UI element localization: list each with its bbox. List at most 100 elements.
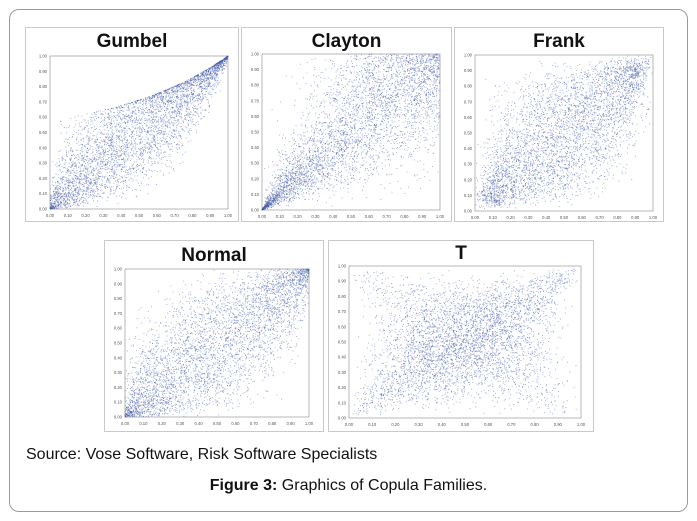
- data-point: [140, 127, 142, 129]
- data-point: [275, 202, 277, 204]
- data-point: [292, 137, 293, 139]
- data-point: [185, 106, 187, 108]
- data-point: [147, 130, 149, 131]
- data-point: [186, 95, 188, 97]
- data-point: [99, 196, 101, 198]
- data-point: [141, 109, 143, 111]
- data-point: [90, 158, 92, 160]
- data-point: [209, 105, 210, 107]
- data-point: [113, 148, 115, 150]
- data-point: [111, 135, 113, 137]
- data-point: [79, 189, 81, 191]
- data-point: [197, 99, 199, 101]
- data-point: [215, 84, 217, 86]
- data-point: [54, 198, 56, 200]
- data-point: [186, 81, 188, 82]
- data-point: [138, 102, 140, 104]
- data-point: [105, 150, 107, 152]
- data-point: [67, 186, 68, 188]
- data-point: [166, 141, 168, 143]
- data-point: [144, 109, 145, 111]
- data-point: [94, 170, 95, 172]
- data-point: [140, 119, 141, 121]
- data-point: [138, 139, 140, 140]
- data-point: [218, 62, 220, 64]
- data-point: [171, 89, 173, 91]
- data-point: [163, 119, 165, 121]
- data-point: [77, 115, 79, 117]
- data-point: [281, 201, 282, 202]
- data-point: [172, 86, 174, 88]
- data-point: [129, 129, 131, 131]
- data-point: [184, 93, 186, 95]
- data-point: [87, 132, 89, 134]
- data-point: [84, 126, 86, 128]
- data-point: [113, 176, 115, 178]
- data-point: [188, 113, 190, 115]
- data-point: [85, 159, 87, 161]
- data-point: [143, 162, 145, 163]
- data-point: [416, 100, 418, 102]
- data-point: [133, 101, 135, 103]
- data-point: [116, 111, 118, 113]
- data-point: [148, 110, 150, 112]
- data-point: [109, 174, 111, 176]
- data-point: [119, 150, 121, 151]
- data-point: [116, 155, 118, 157]
- data-point: [127, 106, 129, 108]
- data-point: [156, 93, 158, 94]
- data-point: [139, 149, 141, 151]
- data-point: [100, 156, 102, 158]
- data-point: [91, 169, 93, 171]
- data-point: [154, 144, 156, 145]
- data-point: [57, 190, 59, 192]
- data-point: [164, 105, 166, 107]
- data-point: [195, 78, 197, 80]
- data-point: [186, 82, 188, 84]
- data-point: [63, 176, 65, 178]
- data-point: [153, 96, 155, 98]
- data-point: [62, 171, 64, 173]
- data-point: [201, 72, 203, 74]
- data-point: [182, 87, 183, 88]
- data-point: [61, 202, 62, 204]
- data-point: [360, 71, 362, 73]
- data-point: [124, 143, 126, 145]
- data-point: [131, 101, 133, 103]
- data-point: [72, 202, 74, 204]
- data-point: [157, 127, 159, 129]
- data-point: [174, 92, 176, 94]
- data-point: [135, 152, 137, 154]
- data-point: [327, 148, 329, 150]
- data-point: [148, 127, 149, 129]
- data-point: [106, 133, 108, 135]
- data-point: [75, 195, 77, 197]
- data-point: [52, 184, 54, 186]
- data-point: [142, 116, 144, 118]
- data-point: [135, 138, 137, 140]
- data-point: [89, 157, 91, 159]
- data-point: [71, 176, 73, 178]
- data-point: [142, 126, 144, 128]
- data-point: [56, 193, 58, 195]
- data-point: [426, 93, 427, 95]
- data-point: [118, 178, 119, 180]
- data-point: [196, 132, 197, 134]
- data-point: [207, 79, 209, 80]
- data-point: [356, 74, 358, 75]
- data-point: [86, 196, 88, 198]
- data-point: [86, 182, 88, 184]
- data-point: [156, 152, 158, 154]
- data-point: [289, 178, 291, 180]
- data-point: [212, 69, 214, 71]
- data-point: [54, 201, 56, 203]
- data-point: [340, 133, 341, 135]
- data-point: [220, 61, 222, 63]
- data-point: [221, 61, 223, 63]
- data-point: [142, 146, 144, 148]
- data-point: [96, 206, 98, 207]
- data-point: [399, 147, 401, 148]
- data-point: [190, 97, 191, 99]
- data-point: [55, 173, 57, 175]
- data-point: [170, 117, 172, 118]
